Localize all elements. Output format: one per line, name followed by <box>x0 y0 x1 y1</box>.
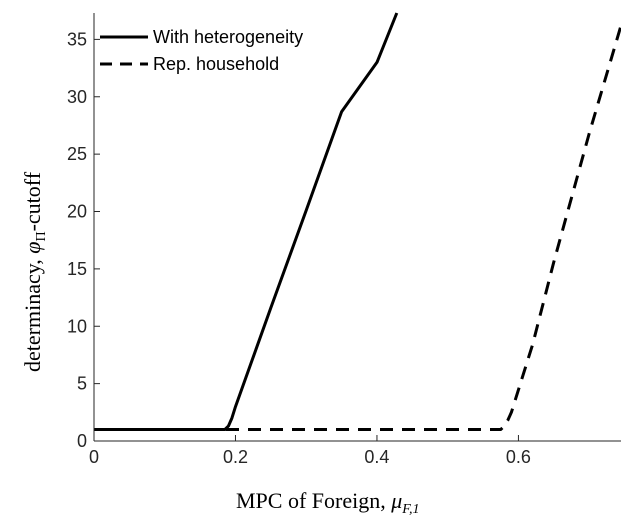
x-axis-title-text: MPC of Foreign, <box>236 488 391 513</box>
y-tick-label: 30 <box>67 87 87 107</box>
legend: With heterogeneity Rep. household <box>100 27 303 74</box>
series-line-rep-household <box>94 25 621 431</box>
legend-label-with-heterogeneity: With heterogeneity <box>153 27 303 47</box>
y-tick-label: 10 <box>67 316 87 336</box>
y-tick-label: 35 <box>67 29 87 49</box>
y-tick-label: 20 <box>67 202 87 222</box>
y-tick-label: 5 <box>77 374 87 394</box>
x-tick-label: 0 <box>89 447 99 467</box>
y-axis-title-subscript: Π <box>34 231 49 241</box>
axes-layer <box>93 13 621 442</box>
legend-label-rep-household: Rep. household <box>153 54 279 74</box>
y-axis-title-tail: -cutoff <box>20 171 45 231</box>
x-axis-title: MPC of Foreign, μF,1 <box>236 488 420 517</box>
series-layer <box>94 12 621 431</box>
ticks-layer: 0 0.2 0.4 0.6 0 5 10 15 20 25 30 35 <box>67 29 531 467</box>
y-axis-title: determinacy, φΠ-cutoff <box>20 171 49 372</box>
x-tick-label: 0.6 <box>506 447 531 467</box>
y-axis-title-symbol: φ <box>20 242 45 254</box>
y-axis-title-text: determinacy, <box>20 254 45 372</box>
x-axis-title-symbol: μ <box>390 488 402 513</box>
x-tick-label: 0.4 <box>364 447 389 467</box>
y-tick-label: 15 <box>67 259 87 279</box>
series-line-with-heterogeneity <box>94 12 399 431</box>
x-tick-label: 0.2 <box>223 447 248 467</box>
x-axis-title-subscript: F,1 <box>401 502 419 517</box>
y-tick-label: 0 <box>77 431 87 451</box>
y-tick-label: 25 <box>67 144 87 164</box>
